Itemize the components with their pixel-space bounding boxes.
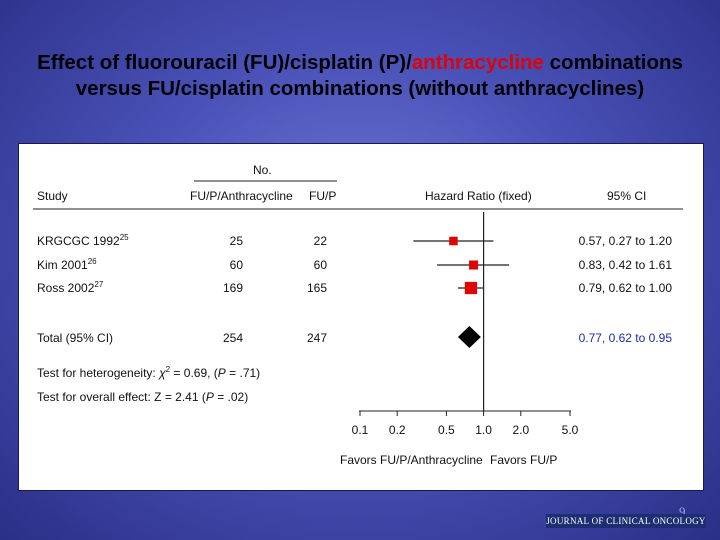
study-n-a: 25 xyxy=(230,234,244,248)
total-n-a: 254 xyxy=(223,331,243,345)
header-study: Study xyxy=(37,189,68,203)
header-col-a: FU/P/Anthracycline xyxy=(190,189,293,203)
overall-effect-test: Test for overall effect: Z = 2.41 (P = .… xyxy=(37,390,248,404)
title-highlight: anthracycline xyxy=(411,51,544,74)
page-number: 9 xyxy=(679,504,686,519)
study-name: Kim 200126 xyxy=(37,257,97,272)
total-name: Total (95% CI) xyxy=(37,331,113,345)
favors-left-label: Favors FU/P/Anthracycline xyxy=(340,453,483,467)
title-part-1: Effect of fluorouracil (FU)/cisplatin (P… xyxy=(37,51,412,74)
plot-layer: 0.1 0.2 0.5 1.0 2.0 5.0 xyxy=(352,212,579,437)
study-marker xyxy=(469,260,479,270)
x-tick-label: 0.5 xyxy=(438,423,455,437)
study-n-a: 60 xyxy=(230,258,244,272)
title-part-2: combinations versus FU/cisplatin combina… xyxy=(75,51,683,100)
study-n-a: 169 xyxy=(223,281,243,295)
study-marker xyxy=(464,281,478,295)
x-tick-label: 2.0 xyxy=(512,423,529,437)
study-n-b: 165 xyxy=(307,281,327,295)
total-n-b: 247 xyxy=(307,331,327,345)
study-n-b: 22 xyxy=(314,234,328,248)
forest-plot: No. Study FU/P/Anthracycline FU/P Hazard… xyxy=(33,163,683,467)
study-ci-text: 0.83, 0.42 to 1.61 xyxy=(579,258,673,272)
study-marker xyxy=(449,236,458,246)
study-n-b: 60 xyxy=(314,258,328,272)
study-name: Ross 200227 xyxy=(37,280,104,295)
x-tick-label: 5.0 xyxy=(562,423,579,437)
header-effect: Hazard Ratio (fixed) xyxy=(425,189,532,203)
x-tick-label: 0.1 xyxy=(352,423,369,437)
header-col-b: FU/P xyxy=(309,189,336,203)
x-tick-label: 0.2 xyxy=(389,423,406,437)
journal-banner: JOURNAL OF CLINICAL ONCOLOGY xyxy=(546,514,706,528)
forest-plot-panel: No. Study FU/P/Anthracycline FU/P Hazard… xyxy=(18,143,704,491)
study-ci-text: 0.79, 0.62 to 1.00 xyxy=(579,281,673,295)
study-ci-text: 0.57, 0.27 to 1.20 xyxy=(579,234,673,248)
total-diamond xyxy=(457,326,481,348)
study-name: KRGCGC 199225 xyxy=(37,233,129,248)
heterogeneity-test: Test for heterogeneity: χ2 = 0.69, (P = … xyxy=(37,365,260,380)
header-no: No. xyxy=(253,163,272,177)
x-tick-label: 1.0 xyxy=(475,423,492,437)
favors-right-label: Favors FU/P xyxy=(490,453,557,467)
slide-title: Effect of fluorouracil (FU)/cisplatin (P… xyxy=(20,50,700,102)
header-ci: 95% CI xyxy=(607,189,646,203)
total-ci-text: 0.77, 0.62 to 0.95 xyxy=(579,331,673,345)
